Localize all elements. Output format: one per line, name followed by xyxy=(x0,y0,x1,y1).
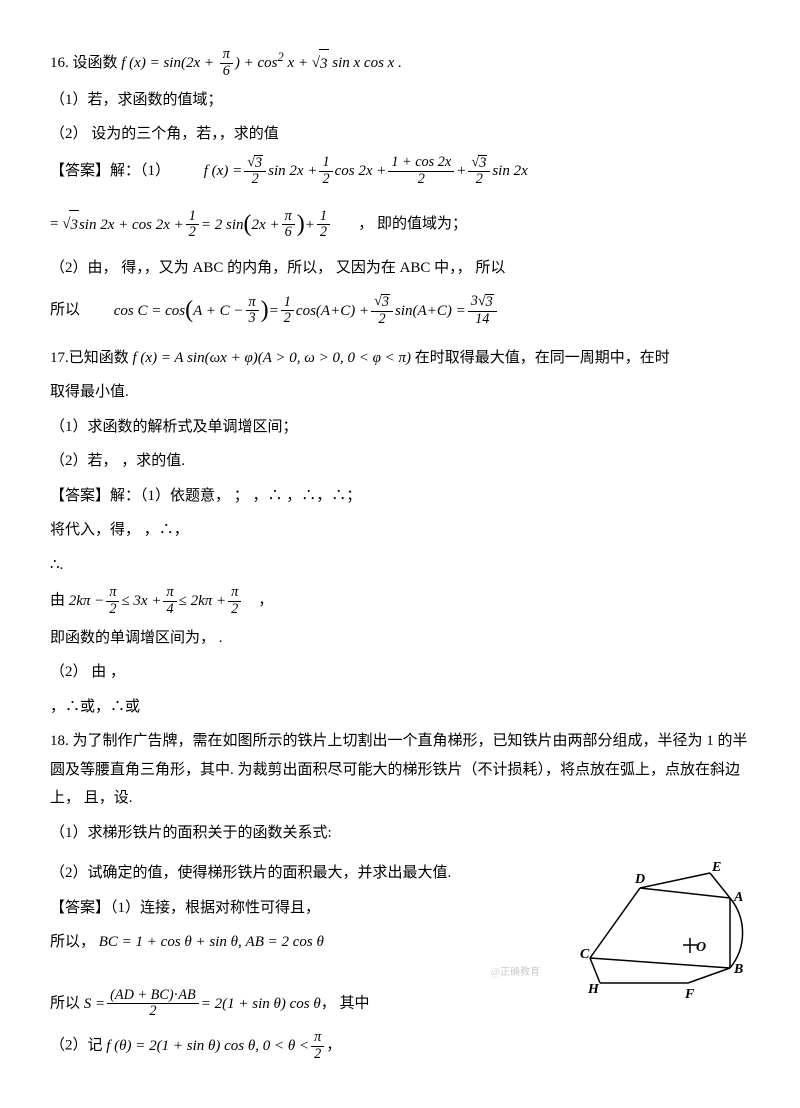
q17-ineq-formula: 2kπ − π2 ≤ 3x + π4 ≤ 2kπ + π2 xyxy=(69,585,244,617)
q17-stem-suffix: 在时取得最大值，在同一周期中，在时 xyxy=(415,350,670,366)
q16-ans2b-prefix: 所以 xyxy=(50,302,80,318)
q18-f: （2）记 f (θ) = 2(1 + sin θ) cos θ, 0 < θ <… xyxy=(50,1030,570,1062)
q18-bc: 所以， BC = 1 + cos θ + sin θ, AB = 2 cos θ xyxy=(50,928,570,957)
q16-p2: （2） 设为的三个角，若，，求的值 xyxy=(50,120,750,149)
q17-stem2: 取得最小值. xyxy=(50,378,750,407)
q16-ans1b-suffix: ， 即的值域为； xyxy=(358,216,467,232)
q18-row: （2）试确定的值，使得梯形铁片的面积最大，并求出最大值. 【答案】（1）连接，根… xyxy=(50,853,750,1068)
q16-ans-label: 【答案】解：（1） xyxy=(50,163,170,179)
q16-ans1: 【答案】解：（1） f (x) = 32 sin 2x + 12 cos 2x … xyxy=(50,155,750,188)
label-O: O xyxy=(696,940,706,955)
q18-bc-prefix: 所以， xyxy=(50,934,95,950)
label-F: F xyxy=(684,987,695,1002)
q18-ans-label: 【答案】（1）连接，根据对称性可得且， xyxy=(50,894,570,923)
q17-p2: （2）若， ，求的值. xyxy=(50,447,750,476)
q17-stem: 17.已知函数 f (x) = A sin(ωx + φ)(A > 0, ω >… xyxy=(50,344,750,373)
label-A: A xyxy=(733,890,743,905)
q16-stem-prefix: 设函数 xyxy=(73,55,122,71)
q16-ans1b: = 3 sin 2x + cos 2x + 12 = 2 sin(2x + π6… xyxy=(50,202,750,248)
q16-ans1b-formula: 3 sin 2x + cos 2x + 12 = 2 sin(2x + π6) … xyxy=(62,202,332,248)
q17-ans-d: （2） 由 ， xyxy=(50,658,750,687)
q18-num: 18. xyxy=(50,733,69,749)
q17-stem-prefix: 已知函数 xyxy=(69,350,133,366)
q17-stem-formula: f (x) = A sin(ωx + φ)(A > 0, ω > 0, 0 < … xyxy=(133,350,415,366)
label-E: E xyxy=(711,860,721,875)
q18-s-prefix: 所以 xyxy=(50,995,84,1011)
q17-ineq-prefix: 由 xyxy=(50,593,65,609)
q18-s-suffix: ， 其中 xyxy=(321,995,370,1011)
label-B: B xyxy=(733,962,743,977)
label-C: C xyxy=(580,947,590,962)
q18-bc-formula: BC = 1 + cos θ + sin θ, AB = 2 cos θ xyxy=(99,934,324,950)
q18-s-formula: S = (AD + BC)·AB2 = 2(1 + sin θ) cos θ xyxy=(84,988,321,1020)
q17-ans-e: ，∴或，∴或 xyxy=(50,693,750,722)
q16-ans2a: （2）由， 得，，又为 ABC 的内角，所以， 又因为在 ABC 中，， 所以 xyxy=(50,254,750,283)
q18-p1: （1）求梯形铁片的面积关于的函数关系式: xyxy=(50,819,750,848)
q18-stem: 18. 为了制作广告牌，需在如图所示的铁片上切割出一个直角梯形，已知铁片由两部分… xyxy=(50,727,750,813)
q17-ineq: 由 2kπ − π2 ≤ 3x + π4 ≤ 2kπ + π2 ， xyxy=(50,585,750,617)
q18-stem-text: 为了制作广告牌，需在如图所示的铁片上切割出一个直角梯形，已知铁片由两部分组成，半… xyxy=(50,733,748,806)
q17-ineq-suffix: ， xyxy=(255,593,274,609)
q16-ans1b-prefix: = xyxy=(50,216,58,232)
q16-ans2b-formula: cos C = cos(A + C − π3) = 12 cos(A+C) + … xyxy=(114,288,499,334)
watermark: @正确教育 xyxy=(50,963,540,982)
q16-ans1-formula: f (x) = 32 sin 2x + 12 cos 2x + 1 + cos … xyxy=(204,155,528,188)
q17-ans-b: ∴. xyxy=(50,551,750,580)
q16-ans2b: 所以 cos C = cos(A + C − π3) = 12 cos(A+C)… xyxy=(50,288,750,334)
q17-p1: （1）求函数的解析式及单调增区间； xyxy=(50,413,750,442)
q16-stem: 16. 设函数 f (x) = sin(2x + π6) + cos2 x + … xyxy=(50,46,750,80)
q17-ans-a: 将代入，得， ，∴， xyxy=(50,516,750,545)
q18-f-prefix: （2）记 xyxy=(50,1038,106,1054)
label-H: H xyxy=(587,982,600,997)
q18-diagram: D E A O B F C H xyxy=(580,853,750,1014)
q16-p1: （1）若，求函数的值域； xyxy=(50,86,750,115)
q16-num: 16. xyxy=(50,55,69,71)
q18-f-suffix: ， xyxy=(326,1038,341,1054)
q18-p2: （2）试确定的值，使得梯形铁片的面积最大，并求出最大值. xyxy=(50,859,570,888)
q17-ans-c: 即函数的单调增区间为， . xyxy=(50,624,750,653)
q16-stem-formula: f (x) = sin(2x + π6) + cos2 x + 3 sin x … xyxy=(121,55,402,71)
label-D: D xyxy=(634,872,645,887)
q17-num: 17. xyxy=(50,350,69,366)
q17-ans-label: 【答案】解：（1）依题意， ； ，∴ ，∴，∴； xyxy=(50,482,750,511)
q18-s: 所以 S = (AD + BC)·AB2 = 2(1 + sin θ) cos … xyxy=(50,988,570,1020)
q18-f-formula: f (θ) = 2(1 + sin θ) cos θ, 0 < θ < π2 xyxy=(106,1030,326,1062)
